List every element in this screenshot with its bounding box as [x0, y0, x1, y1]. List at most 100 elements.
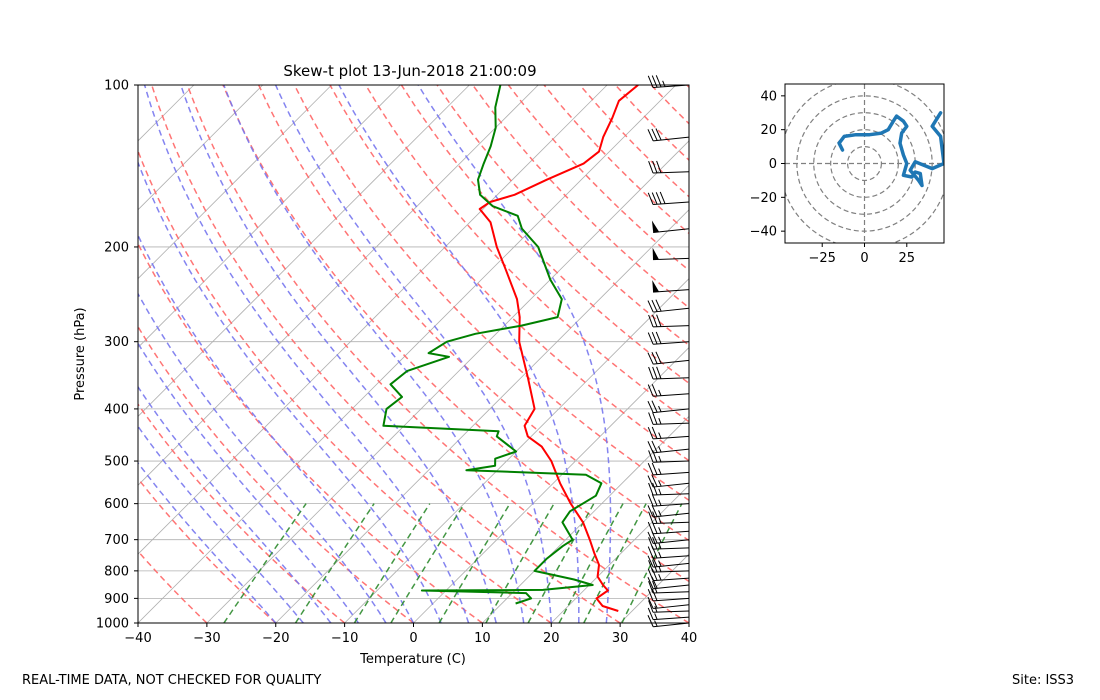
barb-full [647, 129, 654, 142]
wind-barb [647, 299, 690, 313]
dry-adiabat [138, 242, 483, 623]
y-tick-label: 500 [104, 455, 129, 470]
dry-adiabat [138, 402, 346, 623]
barb-shaft [653, 577, 690, 582]
barb-full [651, 192, 658, 205]
barb-full [648, 560, 654, 573]
y-tick-label: 100 [104, 79, 129, 94]
dry-adiabat [138, 477, 277, 623]
wind-barb [648, 511, 690, 525]
wind-barb [647, 474, 690, 488]
barb-shaft [653, 359, 690, 365]
barb-full [656, 160, 662, 173]
barb-pennant [651, 220, 660, 233]
barb-full [651, 462, 658, 475]
barb-half [658, 527, 662, 534]
dry-adiabat [138, 325, 414, 623]
barb-full [651, 588, 658, 601]
dry-adiabat [222, 85, 689, 583]
dry-adiabat [150, 85, 621, 623]
dry-adiabat [138, 149, 552, 623]
barb-shaft [653, 341, 690, 345]
isotherm-line [138, 85, 401, 349]
barb-full [652, 314, 658, 327]
barb-full [651, 352, 658, 364]
y-tick-label: 900 [104, 592, 129, 607]
barb-full [656, 314, 662, 327]
barb-full [647, 607, 654, 620]
x-tick-label: −10 [331, 631, 358, 646]
mixing-ratio-line [390, 503, 466, 623]
barb-shaft [653, 422, 690, 425]
barb-shaft [653, 503, 690, 507]
mixing-ratio-line [353, 503, 431, 623]
barb-full [647, 568, 654, 581]
barb-shaft [653, 539, 690, 544]
barb-pennant [652, 247, 660, 260]
barb-full [651, 493, 658, 507]
wind-barb [647, 462, 690, 476]
x-tick-label: −20 [262, 631, 289, 646]
barb-shaft [653, 408, 690, 414]
moist-adiabat [223, 85, 525, 623]
barb-shaft [653, 435, 690, 440]
barb-full [659, 191, 666, 204]
barb-full [651, 568, 658, 581]
barb-shaft [653, 591, 690, 594]
wind-barb [648, 580, 690, 594]
barb-shaft [653, 448, 690, 454]
moist-adiabat [138, 341, 360, 623]
barb-full [648, 511, 654, 524]
barb-half [658, 432, 662, 439]
temperature-trace [478, 85, 639, 612]
moist-adiabat [138, 425, 304, 623]
barb-shaft [653, 460, 690, 463]
barb-half [658, 517, 662, 524]
barb-half [658, 499, 662, 506]
isotherm-line [138, 85, 539, 486]
mixing-ratio-line [223, 503, 307, 623]
site-label: Site: ISS3 [1012, 673, 1075, 688]
barb-half [658, 389, 662, 396]
x-tick-label: 10 [474, 631, 491, 646]
barb-full [647, 546, 654, 559]
barb-half [654, 606, 658, 613]
dry-adiabat [258, 85, 689, 542]
barb-shaft [653, 512, 690, 518]
moist-adiabat [338, 85, 580, 623]
barb-shaft [653, 584, 690, 590]
wind-barb [648, 600, 690, 613]
y-tick-label: 700 [104, 533, 129, 548]
barb-shaft [653, 307, 690, 313]
barb-full [655, 331, 662, 344]
dry-adiabats [138, 85, 689, 623]
moist-adiabats [138, 85, 612, 623]
wind-barb [652, 280, 690, 293]
dry-adiabat [472, 85, 689, 309]
mixing-ratio-line [294, 503, 375, 623]
barb-full [647, 427, 654, 440]
y-axis-ticks: 100 200 300 400 500 600 700 800 900 1000 [96, 79, 138, 632]
moist-adiabat [143, 85, 470, 623]
barb-shaft [653, 393, 690, 397]
barb-full [651, 128, 658, 141]
isotherm-line [206, 140, 689, 623]
x-axis-label: Temperature (C) [359, 652, 466, 667]
isotherm-line [550, 484, 689, 623]
barb-shaft [653, 257, 690, 261]
x-tick-label: 40 [681, 631, 698, 646]
barb-full [647, 384, 654, 397]
wind-barb [647, 331, 690, 345]
wind-barb [647, 191, 690, 206]
barb-full [651, 504, 658, 517]
barb-full [647, 441, 654, 454]
barb-full [648, 366, 654, 380]
dry-adiabat [293, 85, 689, 502]
wind-barb [648, 450, 690, 463]
barb-shaft [653, 555, 690, 559]
barb-full [647, 521, 654, 534]
wind-barb [647, 440, 690, 454]
isotherm-line [138, 85, 608, 555]
barb-full [648, 600, 654, 613]
barb-full [648, 482, 654, 496]
